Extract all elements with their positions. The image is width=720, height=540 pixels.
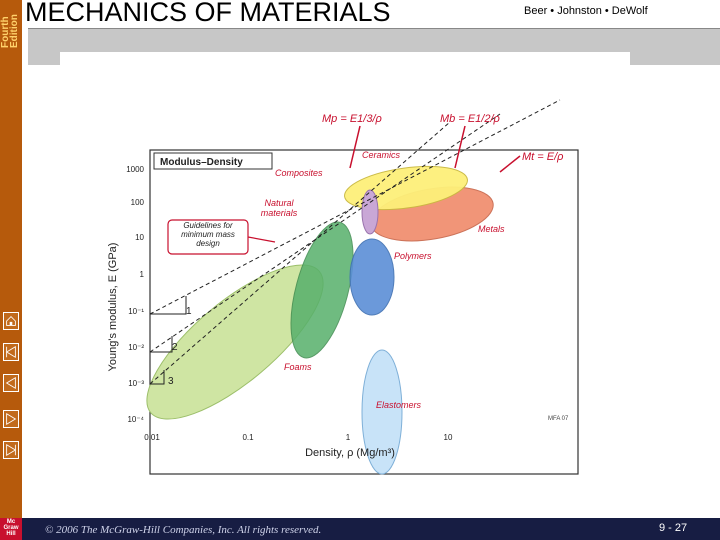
previous-icon	[5, 376, 16, 390]
label-metals: Metals	[478, 224, 505, 234]
edition-label: Fourth Edition	[0, 14, 20, 48]
label-polymers: Polymers	[394, 251, 432, 261]
step-triangle-2	[150, 336, 173, 353]
slide-header-title: MECHANICS OF MATERIALS	[25, 0, 391, 27]
last-icon	[6, 443, 17, 457]
natural-materials-bubble	[290, 221, 354, 359]
ytick-1000: 1000	[126, 165, 144, 174]
polymers-bubble	[349, 238, 395, 316]
first-icon	[5, 345, 16, 359]
next-icon	[6, 412, 17, 426]
ashby-chart: 1 2 3 Modulus–Density Mp = E1/3/ρ Mb = E…	[107, 99, 579, 475]
ytick-1: 1	[140, 270, 145, 279]
figure-credit: MFA 07	[548, 416, 569, 422]
ytick-0.1: 10⁻¹	[128, 307, 144, 316]
panel-title: Modulus–Density	[160, 157, 243, 168]
ytick-10: 10	[135, 233, 144, 242]
guideline-arrow	[247, 236, 276, 243]
guide-line-mb	[149, 113, 501, 353]
first-slide-button[interactable]	[3, 343, 19, 361]
mp-equation: Mp = E1/3/ρ	[322, 113, 382, 125]
mt-arrow	[499, 155, 521, 173]
ytick-0.001: 10⁻³	[128, 379, 144, 388]
label-foams: Foams	[284, 362, 312, 372]
page-number: 9 - 27	[659, 522, 688, 534]
xtick-10: 10	[444, 433, 453, 442]
next-slide-button[interactable]	[3, 410, 19, 428]
footer-bar	[22, 518, 720, 540]
previous-slide-button[interactable]	[3, 374, 19, 392]
xtick-1: 1	[346, 433, 351, 442]
mb-equation: Mb = E1/2/ρ	[440, 113, 500, 125]
ytick-0.0001: 10⁻⁴	[127, 415, 144, 424]
step-triangle-1	[150, 296, 187, 315]
authors: Beer • Johnston • DeWolf	[524, 5, 648, 17]
y-axis-label: Young's modulus, E (GPa)	[107, 243, 119, 372]
mp-arrow	[349, 125, 361, 169]
home-icon	[6, 316, 16, 326]
ytick-0.01: 10⁻²	[128, 343, 144, 352]
panel-title-box	[153, 152, 273, 170]
modulus-density-figure: 1 2 3 Modulus–Density Mp = E1/3/ρ Mb = E…	[60, 52, 630, 512]
ytick-100: 100	[131, 198, 145, 207]
composites-bubble	[361, 189, 379, 235]
label-ceramics: Ceramics	[362, 150, 401, 160]
edition-sidebar	[0, 0, 22, 540]
guide-line-mp	[149, 99, 561, 315]
x-axis-label: Density, ρ (Mg/m³)	[305, 447, 395, 459]
label-natural-materials: Natural materials	[260, 198, 298, 218]
elastomers-bubble	[361, 349, 403, 475]
copyright: © 2006 The McGraw-Hill Companies, Inc. A…	[45, 524, 322, 536]
step-label-2: 2	[172, 342, 178, 353]
xtick-0.1: 0.1	[242, 433, 254, 442]
guide-line-mt	[149, 121, 451, 385]
label-composites: Composites	[275, 168, 323, 178]
step-label-1: 1	[186, 306, 192, 317]
step-label-3: 3	[168, 376, 174, 387]
guideline-box-text: Guidelines for minimum mass design	[181, 221, 235, 248]
mcgraw-hill-logo: Mc Graw Hill	[0, 518, 22, 540]
home-button[interactable]	[3, 312, 19, 330]
mt-equation: Mt = E/ρ	[522, 151, 563, 163]
xtick-0.01: 0.01	[144, 433, 160, 442]
label-elastomers: Elastomers	[376, 400, 422, 410]
step-triangle-3	[150, 370, 165, 385]
last-slide-button[interactable]	[3, 441, 19, 459]
mb-arrow	[454, 125, 466, 169]
